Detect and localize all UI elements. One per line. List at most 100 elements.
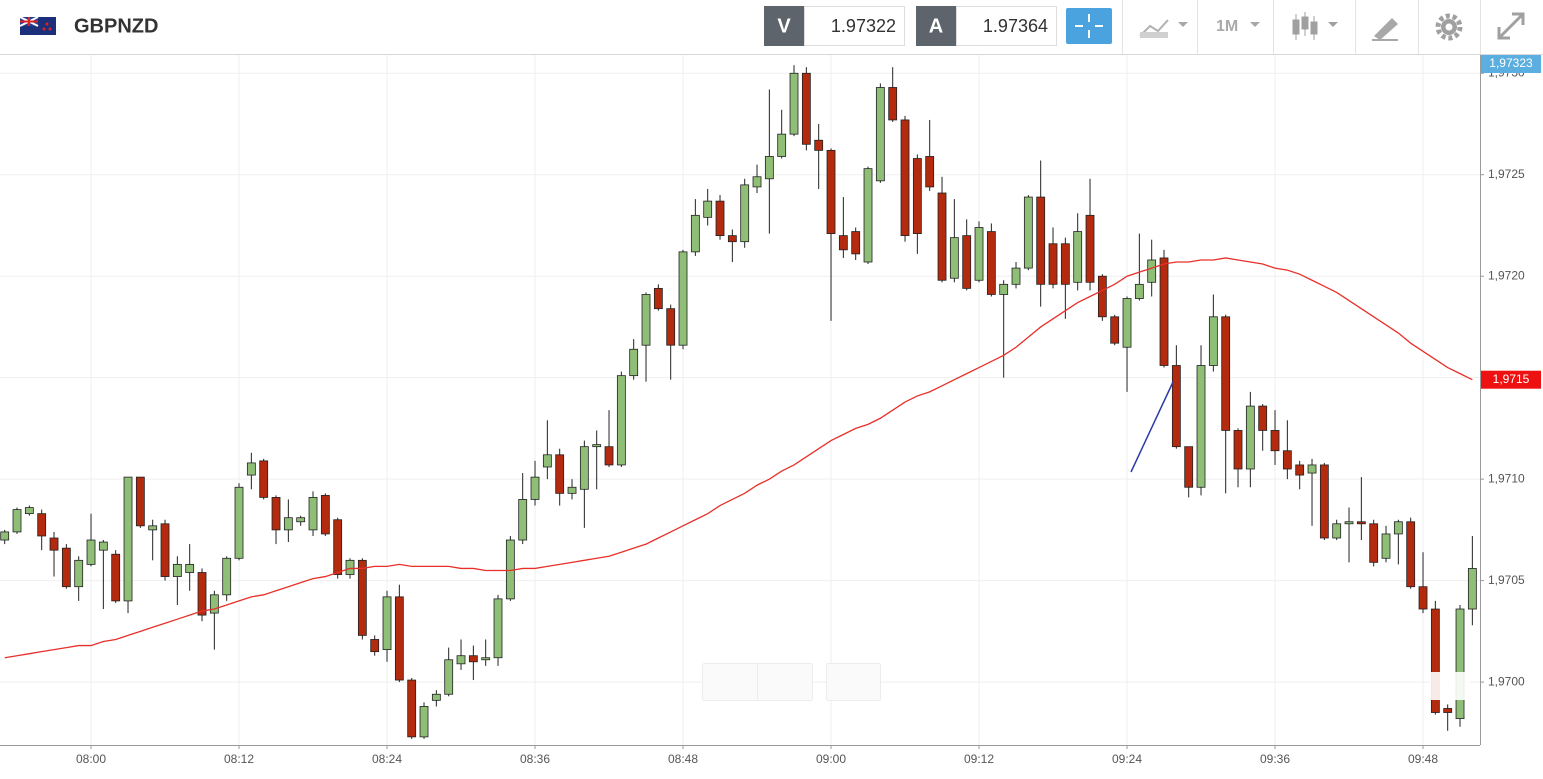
candle-body — [160, 523, 170, 577]
candle-body — [567, 486, 577, 494]
candle-body — [1159, 257, 1169, 366]
candle-body — [333, 519, 343, 575]
candle-body — [1036, 196, 1046, 285]
x-tick-label: 08:00 — [76, 752, 106, 766]
candle-body — [1060, 243, 1070, 285]
candle-body — [197, 572, 207, 616]
candle-body — [851, 231, 861, 255]
timeframe-button[interactable]: 1M — [1216, 18, 1260, 35]
sell-price: 1.97322 — [831, 16, 896, 36]
sell-button[interactable] — [764, 6, 804, 46]
candle-body — [518, 499, 528, 541]
chart-type-button[interactable] — [1139, 19, 1188, 38]
candle-body — [653, 287, 663, 310]
settings-button[interactable] — [1435, 13, 1463, 41]
candle-body — [1307, 464, 1317, 474]
candle-body — [740, 184, 750, 243]
candle-body — [1467, 568, 1477, 610]
x-tick-label: 09:36 — [1260, 752, 1290, 766]
candle-body — [259, 460, 269, 498]
candle-body — [838, 235, 848, 251]
candle-body — [616, 375, 626, 466]
candle-body — [1171, 365, 1181, 448]
candle-body — [1097, 275, 1107, 318]
candle-body — [1011, 267, 1021, 285]
candle-body — [1443, 708, 1453, 713]
moving-average-line — [4, 257, 1473, 659]
candle-body — [382, 596, 392, 651]
candle-body — [962, 235, 972, 289]
candle-body — [1196, 365, 1206, 488]
drawn-trendline[interactable] — [1130, 381, 1174, 473]
candle-body — [1406, 521, 1416, 588]
plot-area — [0, 55, 1480, 745]
candle-body — [1430, 608, 1440, 713]
candle-body — [1344, 521, 1354, 525]
candle-body — [666, 308, 676, 346]
candle-style-button[interactable] — [1292, 12, 1338, 40]
x-tick-label: 09:12 — [964, 752, 994, 766]
candle-body — [1073, 231, 1083, 283]
candle-body — [999, 283, 1009, 295]
separators — [1122, 0, 1481, 54]
candle-body — [135, 476, 145, 527]
candle-body — [690, 214, 700, 253]
candle-body — [123, 476, 133, 602]
candle-body — [431, 693, 441, 701]
candle-body — [86, 539, 96, 565]
candle-body — [1369, 523, 1379, 563]
candle-body — [1381, 533, 1391, 559]
candle-body — [407, 679, 417, 738]
candle-body — [468, 655, 478, 663]
candle-body — [148, 525, 158, 531]
candle-body — [1023, 196, 1033, 269]
candle-body — [419, 706, 429, 738]
candle-body — [604, 446, 614, 466]
candle-body — [986, 231, 996, 295]
price-tag — [1481, 370, 1541, 389]
zoom-controls — [702, 663, 881, 701]
candle-body — [493, 598, 503, 659]
candle-body — [1418, 586, 1428, 610]
candle-body — [777, 133, 787, 157]
candle-body — [481, 657, 491, 661]
candle-body — [1122, 298, 1132, 348]
sell-price-box — [804, 6, 905, 46]
x-tick-label: 08:24 — [372, 752, 402, 766]
buy-price: 1.97364 — [983, 16, 1048, 36]
candle-body — [345, 559, 355, 575]
overlay-box — [1430, 672, 1470, 700]
candle-body — [592, 444, 602, 448]
price-tag — [1481, 55, 1541, 73]
candle-body — [1208, 316, 1218, 366]
crosshair-button[interactable] — [1066, 8, 1112, 44]
buy-label: A — [929, 15, 943, 37]
candle-body — [1110, 316, 1120, 344]
candle-body — [234, 486, 244, 559]
candle-body — [814, 139, 824, 151]
candle-body — [0, 531, 10, 541]
candle-body — [24, 507, 34, 515]
candle-body — [357, 559, 367, 636]
candle-body — [789, 72, 799, 135]
buy-button[interactable] — [916, 6, 956, 46]
candle-body — [727, 235, 737, 243]
x-tick-label: 08:36 — [520, 752, 550, 766]
fullscreen-button[interactable] — [1497, 12, 1525, 40]
candle-body — [1332, 523, 1342, 539]
candle-body — [555, 454, 565, 494]
candle-body — [111, 553, 121, 602]
x-tick-label: 08:12 — [224, 752, 254, 766]
candle-body — [912, 158, 922, 234]
toolbar: GBPNZD V 1.97322 A 1.97364 1M — [0, 0, 1543, 55]
candle-body — [308, 497, 318, 531]
draw-tool-button[interactable] — [1372, 18, 1398, 41]
candle-body — [1085, 214, 1095, 283]
candle-body — [900, 119, 910, 237]
candle-body — [1048, 243, 1058, 285]
candle-body — [542, 454, 552, 468]
candle-body — [826, 149, 836, 234]
candle-body — [579, 446, 589, 490]
